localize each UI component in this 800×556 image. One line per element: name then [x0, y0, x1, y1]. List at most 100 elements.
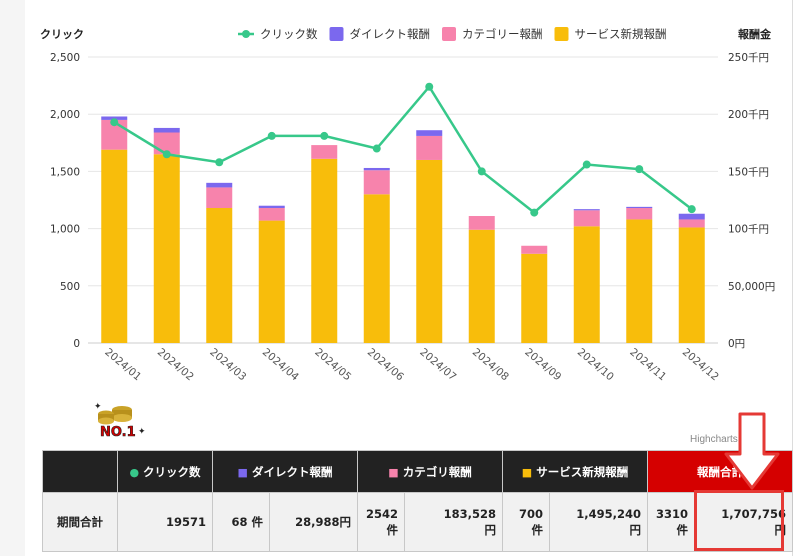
header-category: ■ カテゴリ報酬 [357, 450, 503, 493]
category-count: 2542 件 [357, 492, 405, 552]
click-point [110, 118, 119, 127]
total-highlight-box [694, 490, 784, 551]
bar-segment [363, 170, 390, 195]
chart-grid [88, 56, 718, 344]
bar-segment [573, 209, 600, 211]
bar-segment [258, 220, 285, 343]
legend-swatch [554, 27, 569, 41]
x-tick-label: 2024/11 [627, 346, 668, 383]
legend-swatch [329, 27, 344, 41]
x-tick-label: 2024/02 [155, 346, 196, 383]
badge-text: NO.1 [100, 425, 136, 440]
bar-segment [416, 135, 443, 160]
table-header-row: ● クリック数 ■ ダイレクト報酬 ■ カテゴリ報酬 ■ サービス新規報酬 報酬合計 [42, 450, 793, 493]
bar-segment [206, 182, 233, 188]
svg-text:✦: ✦ [138, 427, 146, 437]
y-right-tick-label: 50,000円 [728, 281, 775, 293]
bar-segment [206, 187, 233, 209]
bar-segment [678, 227, 705, 343]
click-point [162, 150, 171, 159]
legend-swatch [442, 27, 456, 41]
bar-segment [521, 245, 548, 254]
service-amount: 1,495,240 円 [549, 492, 648, 552]
arrow-down-icon [724, 412, 780, 490]
y-left-tick-label: 2,500 [50, 52, 80, 64]
legend-label[interactable]: クリック数 [260, 27, 318, 41]
click-point [372, 144, 381, 153]
svg-text:✦: ✦ [94, 402, 102, 412]
click-point [687, 205, 696, 214]
y-right-tick-label: 100千円 [728, 224, 769, 236]
x-tick-label: 2024/12 [680, 346, 721, 383]
bar-series [101, 116, 705, 343]
x-tick-label: 2024/10 [575, 346, 616, 383]
y-left-tick-label: 1,500 [50, 166, 80, 178]
bar-segment [153, 127, 180, 133]
x-tick-label: 2024/05 [312, 346, 353, 383]
bar-segment [573, 210, 600, 227]
y-right-tick-label: 0円 [728, 338, 745, 350]
bar-segment [626, 208, 653, 220]
y-right-tick-label: 250千円 [728, 52, 769, 64]
legend-label[interactable]: カテゴリー報酬 [462, 27, 543, 41]
header-blank [42, 450, 118, 493]
y-left-tick-label: 2,000 [50, 109, 80, 121]
click-point [530, 208, 539, 217]
chart-credit[interactable]: Highcharts.com [690, 434, 760, 445]
bar-segment [416, 130, 443, 136]
x-tick-label: 2024/04 [260, 346, 301, 383]
bar-segment [153, 132, 180, 155]
bar-segment [678, 213, 705, 220]
summary-table: ● クリック数 ■ ダイレクト報酬 ■ カテゴリ報酬 ■ サービス新規報酬 報酬合計 期… [42, 450, 793, 552]
row-label: 期間合計 [42, 492, 118, 552]
click-line-series [110, 82, 696, 217]
bar-segment [573, 226, 600, 343]
legend-label[interactable]: ダイレクト報酬 [350, 27, 431, 41]
y-left-tick-label: 500 [60, 281, 80, 293]
x-tick-label: 2024/03 [207, 346, 248, 383]
category-amount: 183,528 円 [404, 492, 503, 552]
y-left-tick-label: 0 [73, 338, 80, 350]
direct-amount: 28,988円 [269, 492, 358, 552]
y-left-tick-label: 1,000 [50, 224, 80, 236]
bar-segment [363, 194, 390, 343]
header-service: ■ サービス新規報酬 [502, 450, 648, 493]
table-row: 期間合計 19571 68 件 28,988円 2542 件 183,528 円 7… [42, 492, 793, 552]
total-count: 3310 件 [647, 492, 695, 552]
bar-segment [626, 219, 653, 343]
bar-segment [206, 208, 233, 343]
header-clicks: ● クリック数 [117, 450, 213, 493]
x-tick-label: 2024/08 [470, 346, 511, 383]
bar-segment [416, 159, 443, 343]
click-point [477, 167, 486, 176]
panel-border [792, 0, 793, 556]
bar-segment [468, 216, 495, 230]
x-tick-label: 2024/07 [417, 346, 458, 383]
click-point [635, 165, 644, 174]
bar-segment [311, 158, 338, 343]
bar-segment [258, 208, 285, 221]
total-clicks: 19571 [117, 492, 213, 552]
bar-segment [363, 167, 390, 171]
bar-segment [101, 149, 128, 343]
bar-segment [311, 145, 338, 159]
bar-segment [258, 205, 285, 209]
x-tick-label: 2024/01 [102, 346, 143, 383]
no1-badge-icon: ✦ ✦ NO.1 [94, 402, 146, 440]
click-point [425, 82, 434, 91]
direct-count: 68 件 [212, 492, 270, 552]
bar-segment [678, 219, 705, 228]
service-count: 700 件 [502, 492, 550, 552]
rewards-chart: 0 500 1,000 1,500 2,000 2,500 0円 50,000円 100千円 15… [40, 27, 775, 384]
y-left-axis-title: クリック [40, 28, 84, 41]
y-right-axis-title: 報酬金 [738, 27, 772, 41]
bar-segment [521, 253, 548, 343]
click-line [113, 84, 693, 215]
legend-label[interactable]: サービス新規報酬 [575, 27, 667, 41]
chart-legend: クリック数 ダイレクト報酬 カテゴリー報酬 サービス新規報酬 [238, 27, 667, 41]
click-point [320, 131, 329, 140]
x-tick-label: 2024/06 [365, 346, 406, 383]
bar-segment [468, 229, 495, 343]
click-point [215, 158, 224, 167]
y-right-tick-label: 150千円 [728, 166, 769, 178]
